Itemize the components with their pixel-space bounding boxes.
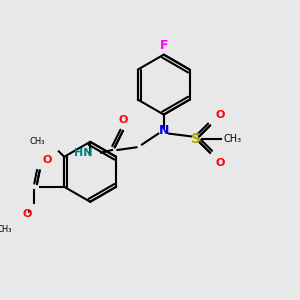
Text: O: O <box>118 116 128 125</box>
Text: O: O <box>215 110 225 120</box>
Text: S: S <box>191 132 202 146</box>
Text: O: O <box>215 158 225 168</box>
Text: O: O <box>42 155 52 165</box>
Text: CH₃: CH₃ <box>0 225 13 234</box>
Text: N: N <box>159 124 169 137</box>
Text: O: O <box>22 208 32 219</box>
Text: HN: HN <box>74 148 93 158</box>
Text: CH₃: CH₃ <box>224 134 242 144</box>
Text: F: F <box>160 39 168 52</box>
Text: CH₃: CH₃ <box>30 137 45 146</box>
